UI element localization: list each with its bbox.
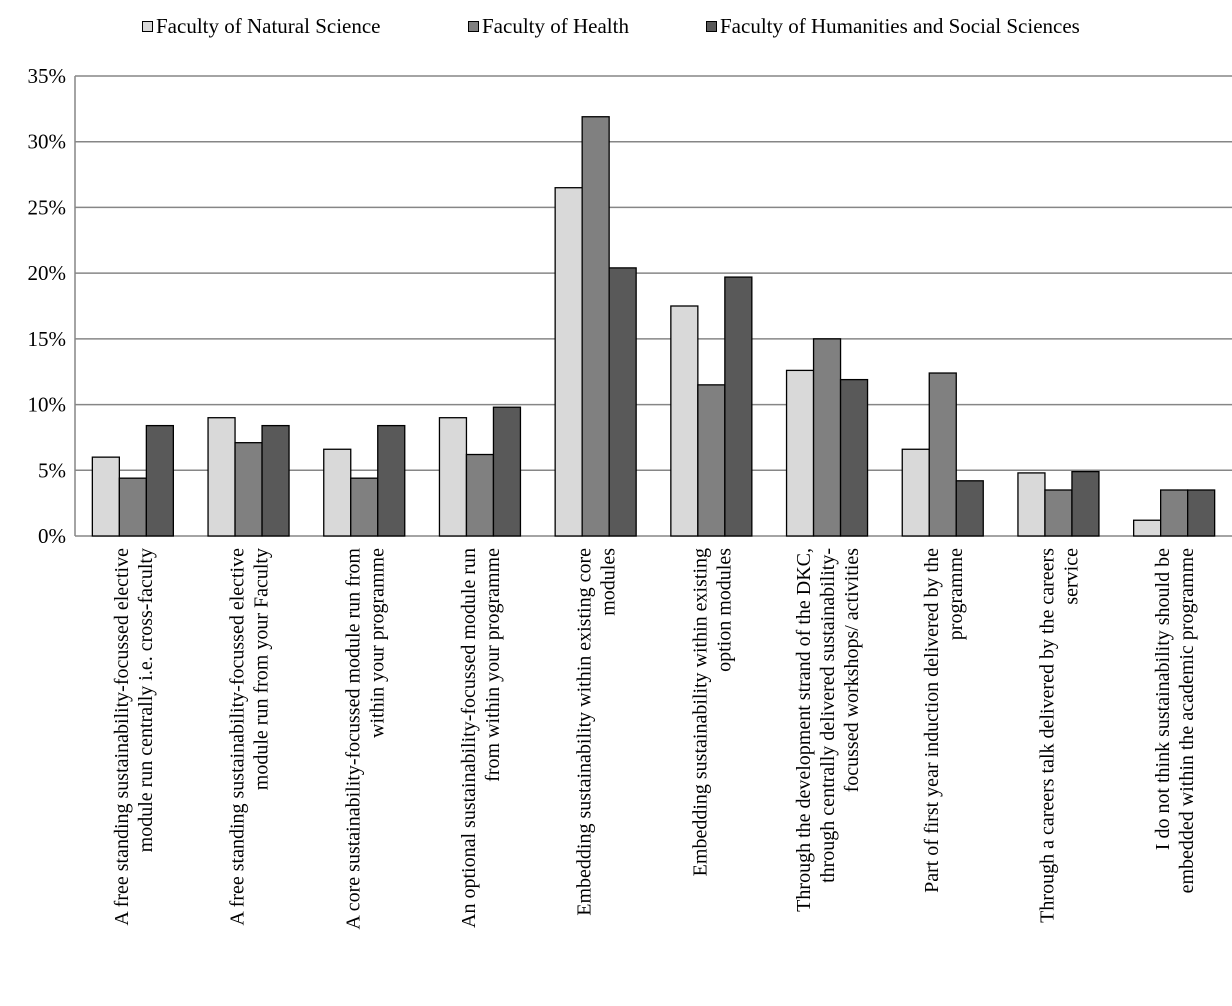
x-category-label: An optional sustainability-focussed modu… bbox=[458, 548, 504, 928]
x-category-label-line: module run centrally i.e. cross-faculty bbox=[135, 548, 157, 852]
bar bbox=[812, 338, 842, 537]
legend-label-humanities: Faculty of Humanities and Social Science… bbox=[720, 14, 1080, 38]
x-category-label-line: embedded within the academic programme bbox=[1176, 548, 1198, 894]
x-category-label-line: within your programme bbox=[366, 548, 388, 738]
bar bbox=[697, 384, 726, 537]
x-category-label-line: from within your programme bbox=[482, 548, 504, 782]
bar bbox=[1017, 472, 1046, 537]
x-category-label-line: focussed workshops/ activities bbox=[841, 548, 863, 793]
x-category-label: Embedding sustainability within existing… bbox=[574, 548, 620, 916]
bar bbox=[323, 448, 352, 537]
bar bbox=[724, 276, 753, 537]
y-tick-label: 25% bbox=[28, 195, 67, 219]
x-category-label-line: Embedding sustainability within existing bbox=[689, 548, 711, 876]
x-category-label-line: service bbox=[1061, 548, 1083, 605]
x-category-label-line: A free standing sustainability-focussed … bbox=[111, 548, 133, 926]
x-category-label: A core sustainability-focussed module ru… bbox=[342, 548, 388, 930]
bar bbox=[581, 116, 610, 537]
bar bbox=[608, 267, 637, 537]
bar bbox=[1160, 489, 1189, 537]
x-category-label-line: Part of first year induction delivered b… bbox=[921, 548, 943, 893]
bar bbox=[377, 424, 406, 537]
bar bbox=[1133, 519, 1162, 537]
y-tick-label: 30% bbox=[28, 130, 67, 154]
bar bbox=[1044, 489, 1073, 537]
x-category-label: A free standing sustainability-focussed … bbox=[111, 548, 157, 926]
legend-swatch-natural-science bbox=[142, 21, 153, 32]
chart-legend: Faculty of Natural Science Faculty of He… bbox=[0, 14, 1232, 40]
x-category-label-line: A free standing sustainability-focussed … bbox=[227, 548, 249, 926]
bar bbox=[928, 372, 957, 537]
legend-item-humanities: Faculty of Humanities and Social Science… bbox=[706, 14, 1080, 39]
x-category-label-line: An optional sustainability-focussed modu… bbox=[458, 548, 480, 928]
bar bbox=[670, 305, 699, 537]
y-tick-label: 5% bbox=[38, 458, 66, 482]
legend-label-health: Faculty of Health bbox=[482, 14, 629, 38]
bar bbox=[207, 417, 236, 537]
bar bbox=[839, 378, 869, 537]
x-category-label: Embedding sustainability within existing… bbox=[689, 548, 735, 877]
x-category-label: Through the development strand of the DK… bbox=[793, 548, 863, 912]
y-tick-label: 10% bbox=[28, 393, 67, 417]
x-category-label-line: Through the development strand of the DK… bbox=[793, 548, 815, 912]
legend-swatch-health bbox=[468, 21, 479, 32]
x-category-label-line: through centrally delivered sustainabili… bbox=[817, 548, 839, 883]
x-category-label: A free standing sustainability-focussed … bbox=[227, 548, 273, 926]
bar bbox=[234, 442, 263, 537]
x-category-label-line: module run from your Faculty bbox=[251, 548, 273, 790]
bar bbox=[1187, 489, 1216, 537]
bar bbox=[785, 369, 815, 537]
x-category-label-line: Through a careers talk delivered by the … bbox=[1037, 548, 1059, 923]
bar bbox=[955, 480, 984, 537]
bar bbox=[145, 424, 175, 537]
legend-swatch-humanities bbox=[706, 21, 717, 32]
x-category-label: I do not think sustainability should be e… bbox=[1152, 548, 1198, 894]
bar bbox=[901, 448, 930, 537]
bar bbox=[492, 406, 522, 537]
x-category-label-line: Embedding sustainability within existing… bbox=[574, 548, 596, 916]
y-tick-label: 0% bbox=[38, 524, 66, 548]
bar bbox=[118, 477, 147, 537]
bar bbox=[350, 477, 379, 537]
y-tick-label: 35% bbox=[28, 64, 67, 88]
y-tick-label: 15% bbox=[28, 327, 67, 351]
x-category-label-line: programme bbox=[945, 548, 967, 640]
bar bbox=[438, 417, 468, 537]
x-category-label-line: option modules bbox=[713, 548, 735, 672]
bar bbox=[261, 424, 290, 537]
x-category-label: Part of first year induction delivered b… bbox=[921, 548, 967, 893]
x-category-label-line: modules bbox=[598, 548, 620, 616]
bar bbox=[465, 453, 495, 537]
x-category-label-line: I do not think sustainability should be bbox=[1152, 548, 1174, 850]
x-category-label-line: A core sustainability-focussed module ru… bbox=[342, 548, 364, 930]
legend-item-health: Faculty of Health bbox=[468, 14, 629, 39]
legend-item-natural-science: Faculty of Natural Science bbox=[142, 14, 381, 39]
bar bbox=[554, 187, 583, 537]
y-tick-label: 20% bbox=[28, 261, 67, 285]
x-category-label: Through a careers talk delivered by the … bbox=[1037, 548, 1083, 923]
bar bbox=[1071, 470, 1100, 537]
bar bbox=[91, 456, 120, 537]
legend-label-natural-science: Faculty of Natural Science bbox=[156, 14, 381, 38]
